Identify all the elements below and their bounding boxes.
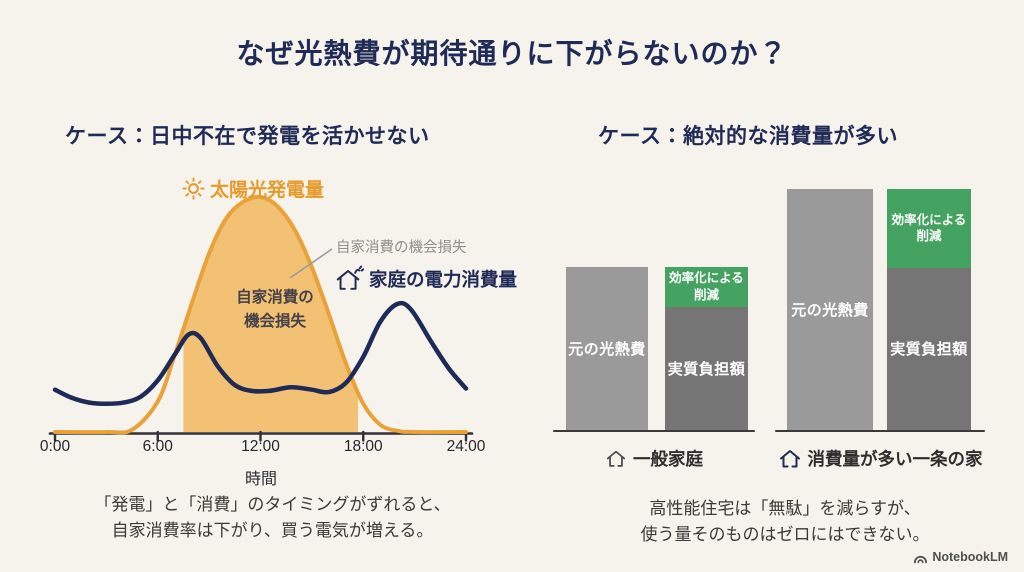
consumption-legend-label: 家庭の電力消費量 <box>369 268 518 290</box>
line-chart-canvas <box>48 194 474 442</box>
opportunity-loss-area-label: 自家消費の 機会損失 <box>236 289 314 331</box>
stacked-cost-bar: 効率化による 削減 実質負担額 <box>887 188 971 430</box>
x-tick-24: 24:00 <box>446 438 486 455</box>
right-case-heading: ケース：絶対的な消費量が多い <box>598 125 898 148</box>
consumption-legend: 家庭の電力消費量 <box>334 265 517 292</box>
x-tick-0: 0:00 <box>39 438 71 455</box>
bar-group-general-household: 元の光熱費 効率化による 削減 実質負担額 <box>553 185 755 432</box>
efficiency-reduction-segment: 効率化による 削減 <box>665 266 748 307</box>
brand-name: NotebookLM <box>932 550 1008 564</box>
page-title: なぜ光熱費が期待通りに下がらないのか？ <box>236 38 788 69</box>
notebooklm-logo-icon <box>914 555 928 563</box>
net-burden-segment: 実質負担額 <box>887 267 971 430</box>
x-tick-12: 12:00 <box>241 438 280 455</box>
annotation-pointer-line <box>289 248 333 279</box>
house-icon <box>779 450 800 468</box>
x-axis-title: 時間 <box>244 471 277 488</box>
bar-baseline <box>775 429 985 432</box>
household-consumption-curve <box>52 300 469 407</box>
opportunity-loss-area <box>183 196 359 432</box>
x-tick-18: 18:00 <box>343 438 383 455</box>
brand-footer: NotebookLM <box>913 550 1008 564</box>
left-case-heading: ケース：日中不在で発電を活かせない <box>65 125 430 148</box>
bar-baseline <box>553 429 755 432</box>
opportunity-loss-annotation: 自家消費の機会損失 <box>336 240 467 256</box>
left-caption: 「発電」と「消費」のタイミングがずれると、 自家消費率は下がり、買う電気が増える… <box>94 495 451 540</box>
original-cost-bar: 元の光熱費 <box>566 266 648 430</box>
sun-icon <box>182 177 205 200</box>
group-label-general-household: 一般家庭 <box>553 446 755 471</box>
solar-legend-label: 太陽光発電量 <box>210 180 325 201</box>
right-caption: 高性能住宅は「無駄」を減らすが、 使う量そのものはゼロにはできない。 <box>640 499 930 544</box>
net-burden-segment: 実質負担額 <box>665 306 748 430</box>
house-icon <box>606 450 626 467</box>
original-cost-bar: 元の光熱費 <box>787 188 873 430</box>
stacked-cost-bar: 効率化による 削減 実質負担額 <box>665 266 748 430</box>
solar-generation-curve <box>53 194 468 435</box>
x-tick-6: 6:00 <box>142 438 173 455</box>
group-label-ichijo-house: 消費量が多い一条の家 <box>757 446 1003 471</box>
solar-legend: 太陽光発電量 <box>182 175 324 202</box>
efficiency-reduction-segment: 効率化による 削減 <box>887 188 971 268</box>
house-plug-icon <box>336 265 364 290</box>
solar-vs-consumption-chart: 太陽光発電量 自家消費の機会損失 家庭の電力消費量 自家消費の 機会損失 0:0… <box>40 177 517 488</box>
bar-group-ichijo-house: 元の光熱費 効率化による 削減 実質負担額 <box>775 185 985 432</box>
